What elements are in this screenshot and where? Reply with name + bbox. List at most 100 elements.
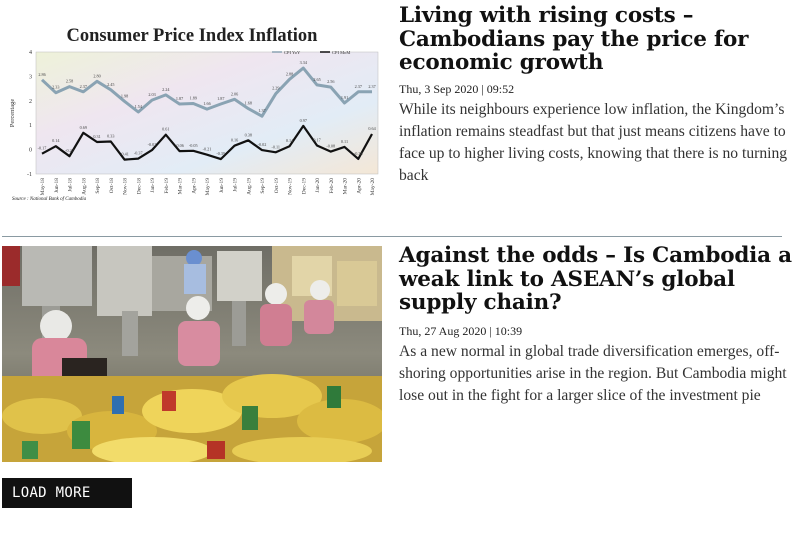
data-label: 3.34 <box>300 60 308 65</box>
article-headline[interactable]: Against the odds – Is Cambodia a weak li… <box>399 243 792 315</box>
y-tick-label: -1 <box>27 172 32 178</box>
chart-source: Source : National Bank of Cambodia <box>12 197 87 202</box>
data-label: 1.37 <box>258 108 265 113</box>
y-tick-label: 2 <box>29 99 32 105</box>
data-label: 1.54 <box>135 104 143 109</box>
x-tick-label: Oct-18 <box>109 178 115 194</box>
data-label: 2.37 <box>355 84 362 89</box>
x-tick-label: Dec-19 <box>301 178 307 194</box>
y-axis-label: Percentage <box>9 99 16 128</box>
data-label: 2.86 <box>38 72 45 77</box>
data-label: 1.98 <box>121 93 128 98</box>
data-label: 1.68 <box>245 101 252 106</box>
data-label: -0.11 <box>271 144 280 149</box>
data-label: -0.39 <box>216 151 225 156</box>
article-excerpt: While its neighbours experience low infl… <box>399 100 788 184</box>
x-tick-label: May-19 <box>205 178 211 196</box>
data-label: 2.65 <box>313 77 320 82</box>
data-label: 0.64 <box>368 126 376 131</box>
series-line-mom <box>41 124 373 161</box>
article-date: Thu, 3 Sep 2020 | 09:52 <box>399 81 515 96</box>
article-thumbnail[interactable]: Consumer Price Index Inflation -1 0 1 2 3 4 Pe… <box>2 18 382 204</box>
data-label: 2.37 <box>80 84 87 89</box>
x-tick-label: Jul-18 <box>68 178 74 192</box>
data-label: 2.33 <box>52 85 59 90</box>
data-label: -0.05 <box>189 143 198 148</box>
article-excerpt: As a new normal in global trade diversif… <box>399 342 787 404</box>
x-tick-label: Mar-20 <box>343 178 349 195</box>
article-divider <box>2 236 782 237</box>
x-tick-label: Apr-19 <box>191 178 197 194</box>
data-label: -0.06 <box>175 143 184 148</box>
cpi-chart: -1 0 1 2 3 4 Percentage May-18 Jun-18 Jul-18 Aug-1… <box>9 50 379 202</box>
data-label: 2.56 <box>327 79 334 84</box>
x-tick-label: May-20 <box>370 178 376 196</box>
y-tick-label: 1 <box>29 123 32 129</box>
data-label: 0.11 <box>341 139 348 144</box>
data-label: 2.06 <box>231 91 238 96</box>
x-tick-label: May-18 <box>40 178 46 196</box>
article-text: Living with rising costs – Cambodians pa… <box>399 4 794 187</box>
y-tick-label: 3 <box>29 74 32 80</box>
x-tick-label: Sep-19 <box>260 178 266 194</box>
x-tick-label: Nov-18 <box>123 178 129 195</box>
data-label: 2.80 <box>93 73 100 78</box>
legend-entry: CPI MoM <box>332 50 350 55</box>
x-tick-label: Dec-18 <box>136 178 142 194</box>
series-line-yoy <box>40 66 372 118</box>
article-headline[interactable]: Living with rising costs – Cambodians pa… <box>399 3 749 75</box>
x-tick-label: Jul-19 <box>233 178 239 192</box>
data-label: -0.02 <box>258 142 267 147</box>
article-item: Against the odds – Is Cambodia a weak li… <box>0 244 809 466</box>
x-tick-label: Oct-19 <box>274 178 280 194</box>
data-label: -0.17 <box>38 146 47 151</box>
x-tick-label: Sep-18 <box>95 178 101 194</box>
data-label: 2.03 <box>148 92 155 97</box>
data-label: -0.27 <box>65 148 74 153</box>
data-label: 2.24 <box>162 87 170 92</box>
x-tick-label: Aug-19 <box>246 178 252 195</box>
data-label: 2.88 <box>286 71 293 76</box>
x-tick-label: Jun-18 <box>54 178 60 193</box>
data-label: 0.38 <box>245 132 252 137</box>
data-label: 0.14 <box>52 138 60 143</box>
data-label: -0.41 <box>120 152 129 157</box>
article-thumbnail[interactable] <box>2 246 382 462</box>
x-tick-label: Feb-19 <box>164 178 170 194</box>
data-label: -0.38 <box>354 151 363 156</box>
data-label: -0.37 <box>134 151 143 156</box>
data-label: 1.66 <box>203 101 210 106</box>
data-label: 0.97 <box>300 118 307 123</box>
data-label: 0.61 <box>162 127 169 132</box>
data-label: 0.33 <box>107 134 114 139</box>
article-date: Thu, 27 Aug 2020 | 10:39 <box>399 323 523 338</box>
x-tick-label: Aug-18 <box>81 178 87 195</box>
x-tick-label: Nov-19 <box>288 178 294 195</box>
data-label: 1.87 <box>217 96 224 101</box>
data-label: 0.17 <box>313 137 320 142</box>
x-tick-label: Jun-19 <box>219 178 225 193</box>
data-label: 1.87 <box>176 96 183 101</box>
article-text: Against the odds – Is Cambodia a weak li… <box>399 244 794 407</box>
factory-photo <box>2 246 382 462</box>
data-label: -0.02 <box>148 142 157 147</box>
y-tick-label: 4 <box>29 50 32 56</box>
data-label: 2.58 <box>66 79 73 84</box>
x-tick-label: Mar-19 <box>178 178 184 195</box>
y-tick-label: 0 <box>29 148 32 154</box>
data-label: 0.69 <box>80 125 87 130</box>
x-tick-label: Feb-20 <box>329 178 335 194</box>
article-item: Consumer Price Index Inflation -1 0 1 2 3 4 Pe… <box>0 0 809 220</box>
chart-title: Consumer Price Index Inflation <box>66 26 318 46</box>
legend-entry: CPI YoY <box>284 50 301 55</box>
data-label: 2.37 <box>368 84 375 89</box>
data-label: 0.14 <box>286 138 294 143</box>
x-tick-label: Apr-20 <box>356 178 362 194</box>
data-label: -0.08 <box>326 144 335 149</box>
data-label: 2.45 <box>107 82 114 87</box>
x-tick-label: Jan-20 <box>315 178 321 193</box>
load-more-button[interactable]: LOAD MORE <box>2 478 132 508</box>
data-label: 1.89 <box>190 95 197 100</box>
data-label: -0.21 <box>203 147 212 152</box>
data-label: 2.29 <box>272 86 279 91</box>
